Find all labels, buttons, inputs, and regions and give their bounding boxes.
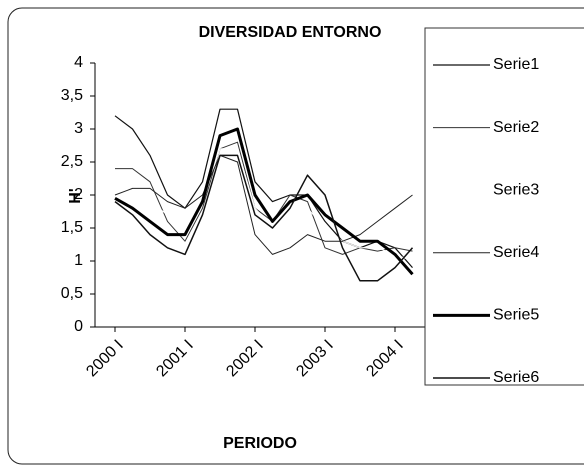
legend-label: Serie5 — [493, 307, 539, 324]
y-tick-label: 0,5 — [61, 285, 83, 302]
legend-label: Serie6 — [493, 369, 539, 386]
y-axis-title: H' — [67, 188, 84, 203]
y-tick-label: 3,5 — [61, 87, 83, 104]
series-line — [114, 127, 414, 276]
x-axis-title: PERIODO — [223, 435, 297, 452]
y-tick-label: 1 — [74, 252, 83, 269]
y-tick-label: 0 — [74, 318, 83, 335]
series-line — [114, 154, 414, 282]
legend-label: Serie3 — [493, 181, 539, 198]
legend-label: Serie4 — [493, 244, 539, 261]
series-line — [114, 148, 413, 262]
y-tick-label: 4 — [74, 54, 83, 71]
legend-label: Serie1 — [493, 56, 539, 73]
legend-label: Serie2 — [493, 119, 539, 136]
legend-box — [424, 27, 584, 386]
chart-title: DIVERSIDAD ENTORNO — [199, 24, 382, 41]
y-tick-label: 1,5 — [61, 219, 83, 236]
y-tick-label: 2 — [74, 186, 83, 203]
series-line — [114, 108, 413, 268]
series-line — [115, 141, 413, 255]
y-tick-label: 3 — [74, 120, 83, 137]
series-line — [114, 154, 413, 255]
y-tick-label: 2,5 — [61, 153, 83, 170]
